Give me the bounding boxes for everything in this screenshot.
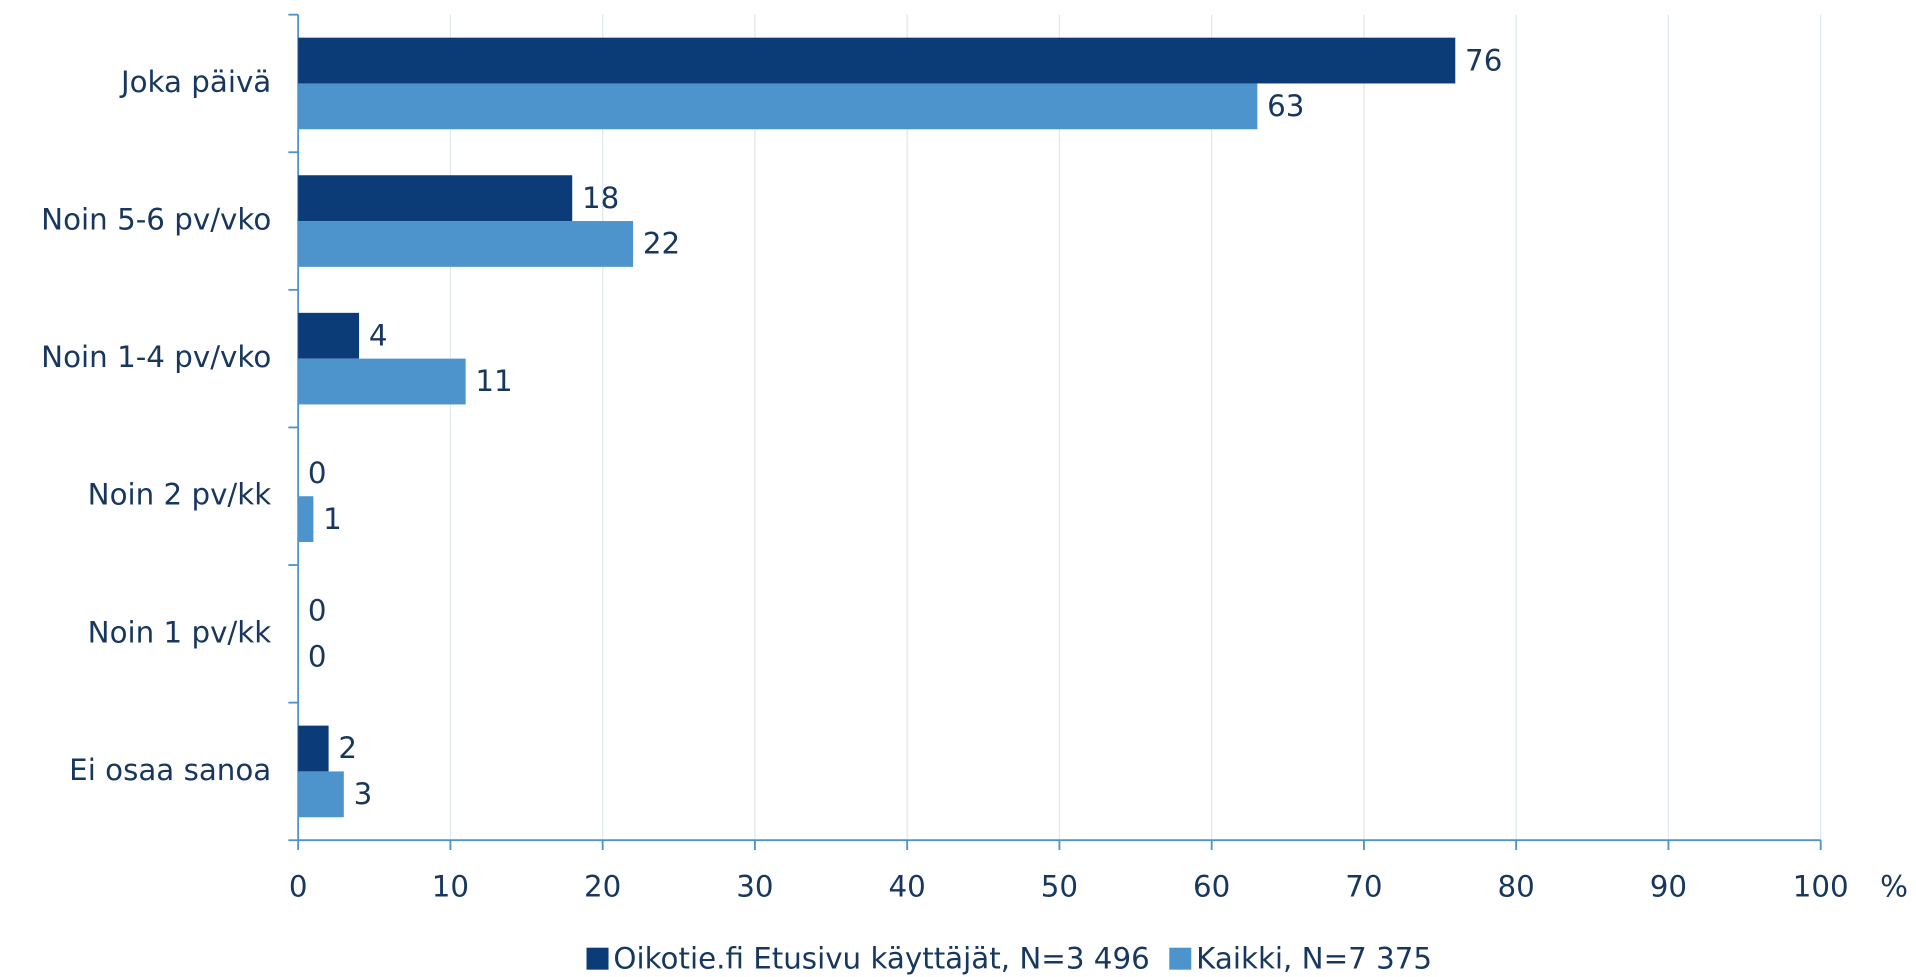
bar (298, 175, 573, 222)
value-label: 0 (308, 639, 327, 673)
x-tick-label: 60 (1193, 869, 1230, 903)
y-tick-label: Noin 1 pv/kk (88, 615, 272, 649)
bar (298, 312, 360, 359)
legend-swatch (586, 947, 609, 970)
y-tick-label: Joka päivä (119, 65, 271, 99)
bar (298, 83, 1258, 130)
value-label: 2 (338, 731, 357, 765)
value-label: 1 (323, 502, 342, 536)
x-tick-label: 10 (432, 869, 469, 903)
value-label: 0 (308, 456, 327, 490)
legend-label: Oikotie.fi Etusivu käyttäjät, N=3 496 (613, 941, 1149, 975)
bar (298, 496, 314, 543)
y-tick-label: Noin 2 pv/kk (88, 478, 272, 512)
x-tick-label: 90 (1650, 869, 1687, 903)
value-label: 4 (369, 318, 388, 352)
x-tick-label: 100 (1793, 869, 1849, 903)
x-axis-label: % (1880, 869, 1908, 903)
bar (298, 221, 634, 267)
y-tick-label: Noin 1-4 pv/vko (41, 340, 271, 374)
value-label: 3 (354, 777, 373, 811)
value-label: 11 (475, 364, 512, 398)
y-tick-label: Noin 5-6 pv/vko (41, 203, 271, 237)
x-tick-label: 30 (736, 869, 773, 903)
legend-swatch (1169, 947, 1192, 970)
value-label: 18 (582, 181, 619, 215)
x-tick-label: 80 (1498, 869, 1535, 903)
legend-label: Kaikki, N=7 375 (1196, 941, 1432, 975)
x-tick-label: 20 (584, 869, 621, 903)
value-label: 0 (308, 594, 327, 628)
x-tick-label: 0 (289, 869, 308, 903)
x-tick-label: 50 (1041, 869, 1078, 903)
y-tick-label: Ei osaa sanoa (69, 753, 271, 787)
x-tick-label: 70 (1345, 869, 1382, 903)
bar (298, 358, 466, 405)
bar (298, 725, 329, 772)
bar (298, 37, 1456, 84)
value-label: 63 (1267, 89, 1304, 123)
bar (298, 771, 344, 818)
value-label: 22 (643, 227, 680, 261)
x-tick-label: 40 (889, 869, 926, 903)
value-label: 76 (1465, 43, 1502, 77)
